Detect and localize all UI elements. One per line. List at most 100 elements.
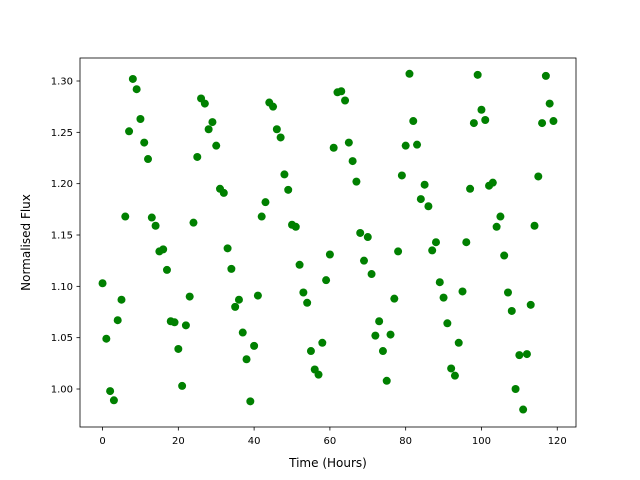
point: [299, 288, 308, 297]
point: [390, 294, 399, 303]
point: [238, 328, 247, 337]
x-tick-label: 100: [472, 436, 491, 447]
point: [378, 347, 387, 356]
point: [242, 355, 251, 364]
point: [212, 141, 221, 150]
point: [359, 256, 368, 265]
point: [496, 212, 505, 221]
point: [363, 233, 372, 242]
point: [257, 212, 266, 221]
point: [375, 317, 384, 326]
point: [428, 246, 437, 255]
point: [492, 222, 501, 231]
point: [466, 184, 475, 193]
point: [329, 143, 338, 152]
point: [367, 270, 376, 279]
point: [488, 178, 497, 187]
point: [413, 140, 422, 149]
point: [352, 177, 361, 186]
point: [144, 155, 153, 164]
x-tick-label: 0: [99, 436, 105, 447]
point: [102, 334, 111, 343]
point: [140, 138, 149, 147]
point: [314, 370, 323, 379]
point: [405, 69, 414, 78]
point: [136, 114, 145, 123]
point: [397, 171, 406, 180]
point: [481, 116, 490, 125]
point: [325, 250, 334, 259]
point: [117, 295, 126, 304]
point: [269, 102, 278, 111]
point: [125, 127, 134, 136]
point: [318, 338, 327, 347]
point: [545, 99, 554, 108]
point: [356, 228, 365, 237]
point: [469, 119, 478, 128]
point: [193, 152, 202, 161]
y-tick-label: 1.10: [51, 282, 73, 293]
point: [151, 221, 160, 230]
point: [291, 222, 300, 231]
point: [284, 185, 293, 194]
point: [181, 321, 190, 330]
point: [98, 279, 107, 288]
point: [450, 371, 459, 380]
point: [371, 331, 380, 340]
point: [204, 125, 213, 134]
point: [500, 251, 509, 260]
point: [538, 119, 547, 128]
point: [295, 260, 304, 269]
y-tick-label: 1.05: [51, 333, 73, 344]
point: [458, 287, 467, 296]
point: [227, 264, 236, 273]
point: [443, 319, 452, 328]
point: [416, 195, 425, 204]
point: [503, 288, 512, 297]
point: [507, 306, 516, 315]
point: [121, 212, 130, 221]
x-axis-label: Time (Hours): [288, 456, 367, 470]
point: [189, 218, 198, 227]
point: [394, 247, 403, 256]
point: [223, 244, 232, 253]
point: [170, 318, 179, 327]
y-tick-label: 1.00: [51, 385, 73, 396]
point: [159, 245, 168, 254]
point: [337, 87, 346, 96]
point: [462, 238, 471, 247]
point: [253, 291, 262, 300]
point: [447, 364, 456, 373]
point: [386, 330, 395, 339]
point: [341, 96, 350, 105]
x-tick-label: 60: [324, 436, 337, 447]
point: [113, 316, 122, 325]
point: [246, 397, 255, 406]
point: [541, 71, 550, 80]
y-axis-label: Normalised Flux: [19, 194, 33, 291]
point: [231, 302, 240, 311]
point: [344, 138, 353, 147]
plot-frame: [79, 57, 577, 428]
point: [511, 385, 520, 394]
point: [303, 298, 312, 307]
point: [322, 276, 331, 285]
point: [473, 70, 482, 79]
point: [526, 300, 535, 309]
point: [306, 347, 315, 356]
point: [409, 117, 418, 126]
x-tick-label: 40: [248, 436, 261, 447]
point: [522, 350, 531, 359]
x-tick-label: 80: [399, 436, 412, 447]
point: [454, 338, 463, 347]
point: [549, 117, 558, 126]
point: [162, 265, 171, 274]
point: [534, 172, 543, 181]
point: [435, 278, 444, 287]
point: [431, 238, 440, 247]
point: [128, 74, 137, 83]
point: [530, 221, 539, 230]
point: [234, 295, 243, 304]
